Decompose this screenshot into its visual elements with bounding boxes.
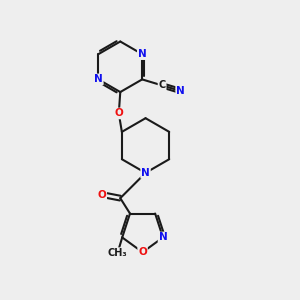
Text: CH₃: CH₃ (108, 248, 127, 258)
Text: O: O (138, 247, 147, 257)
Text: N: N (141, 168, 150, 178)
Text: N: N (176, 86, 185, 96)
Text: O: O (98, 190, 106, 200)
Text: O: O (114, 108, 123, 118)
Text: N: N (138, 49, 146, 59)
Text: N: N (94, 74, 103, 84)
Text: C: C (158, 80, 166, 90)
Text: N: N (158, 232, 167, 242)
